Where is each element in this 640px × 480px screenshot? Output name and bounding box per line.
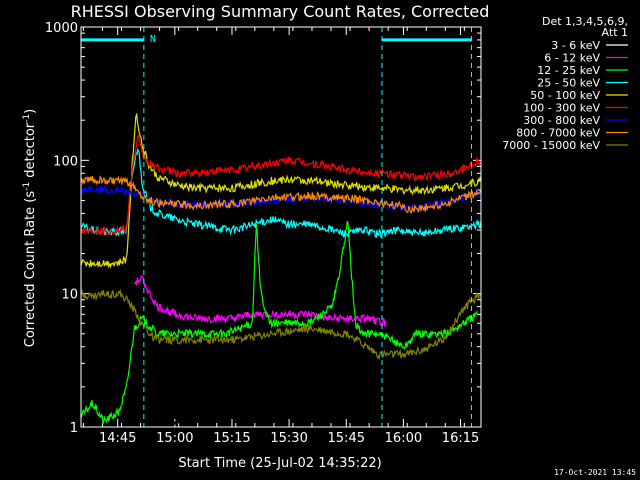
series-line	[80, 175, 482, 214]
plot-border	[80, 26, 482, 428]
y-axis-label-sup1: -1	[22, 182, 32, 191]
x-tick-label: 14:45	[99, 431, 136, 446]
footer-timestamp: 17-Oct-2021 13:45	[554, 468, 636, 477]
legend-header-line: Att 1	[602, 26, 628, 39]
y-axis-label-end: )	[23, 109, 38, 114]
series-line	[80, 134, 482, 236]
y-tick-label: 1	[70, 421, 78, 436]
series-line	[133, 326, 341, 429]
y-tick-label: 100	[53, 154, 78, 169]
x-tick-label: 15:15	[213, 431, 250, 446]
series-line	[80, 288, 482, 361]
axis-ticks: 14:45 15:00 15:15 15:30 15:45 16:00 16:15 1 10 10…	[45, 21, 481, 446]
series-line	[80, 112, 482, 269]
y-tick-label: 10	[61, 288, 78, 303]
series-lines	[80, 112, 482, 429]
x-tick-label: 16:15	[442, 431, 479, 446]
y-tick-label: 1000	[45, 21, 78, 36]
y-axis-label-sup2: -1	[22, 114, 32, 123]
night-flag-label: N	[150, 34, 156, 45]
chart-title: RHESSI Observing Summary Count Rates, Co…	[71, 2, 490, 21]
legend-item-label: 7000 - 15000 keV	[502, 139, 600, 152]
x-axis-label: Start Time (25-Jul-02 14:35:22)	[178, 456, 381, 471]
legend-item-label: 6 - 12 keV	[544, 52, 600, 65]
y-axis-label-mid: detector	[23, 122, 38, 182]
legend-item-label: 25 - 50 keV	[537, 77, 600, 90]
plot-frame	[80, 26, 482, 428]
event-markers: N	[81, 27, 472, 427]
y-axis-label: Corrected Count Rate (s-1 detector-1)	[22, 109, 38, 347]
series-line	[133, 275, 387, 327]
x-tick-label: 16:00	[385, 431, 422, 446]
legend-item-label: 100 - 300 keV	[523, 102, 600, 115]
x-tick-label: 15:30	[270, 431, 307, 446]
legend-item-label: 3 - 6 keV	[551, 39, 600, 52]
series-line	[80, 220, 478, 426]
legend-header-line: Det 1,3,4,5,6,9,	[542, 15, 628, 28]
legend-item-label: 12 - 25 keV	[537, 64, 600, 77]
x-tick-label: 15:00	[156, 431, 193, 446]
y-axis-label-main: Corrected Count Rate (s	[23, 191, 38, 348]
legend-item-label: 800 - 7000 keV	[516, 127, 600, 140]
x-tick-label: 15:45	[328, 431, 365, 446]
legend-item-label: 300 - 800 keV	[523, 114, 600, 127]
legend-item-label: 50 - 100 keV	[530, 89, 600, 102]
